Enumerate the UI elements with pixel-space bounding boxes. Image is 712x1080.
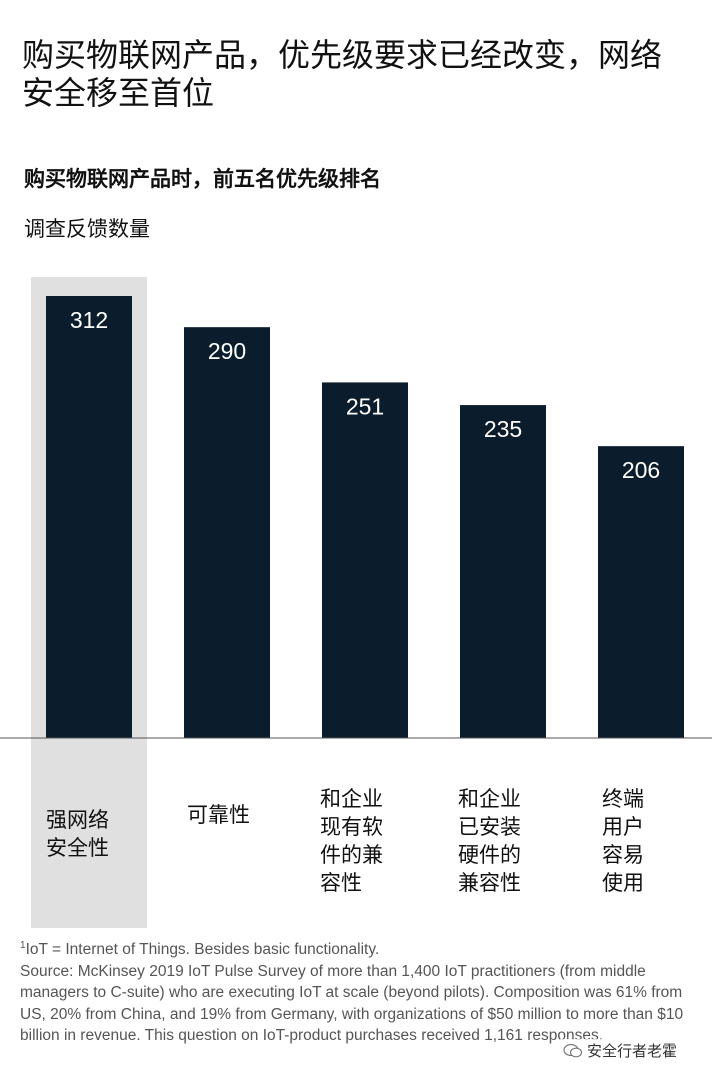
bar-value-label-1: 312 — [70, 307, 108, 333]
bar-5 — [598, 446, 684, 738]
bar-chart: 312 290 251 235 206 — [0, 277, 712, 928]
category-label-2: 可靠性 — [187, 803, 250, 827]
footnote-source: Source: McKinsey 2019 IoT Pulse Survey o… — [20, 962, 684, 1045]
category-label-4: 和企业 已安装 硬件的 兼容性 — [458, 787, 521, 895]
watermark-text: 安全行者老霍 — [587, 1042, 678, 1060]
bar-2 — [184, 327, 270, 738]
footnote-definition: IoT = Internet of Things. Besides basic … — [25, 941, 380, 959]
category-label-1: 强网络 安全性 — [46, 808, 109, 860]
bar-value-label-3: 251 — [346, 393, 384, 419]
chart-title: 购买物联网产品时，前五名优先级排名 — [24, 167, 381, 191]
category-label-5: 终端 用户 容易 使用 — [602, 787, 644, 895]
watermark: 安全行者老霍 — [560, 1039, 681, 1062]
bar-value-label-4: 235 — [484, 416, 522, 442]
bar-3 — [322, 382, 408, 738]
bar-4 — [460, 405, 546, 738]
category-label-3: 和企业 现有软 件的兼 容性 — [320, 787, 383, 895]
headline: 购买物联网产品，优先级要求已经改变，网络安全移至首位 — [22, 36, 663, 112]
footnote: 1IoT = Internet of Things. Besides basic… — [20, 935, 700, 1047]
y-axis-label: 调查反馈数量 — [24, 217, 150, 241]
bar-value-label-5: 206 — [622, 457, 660, 483]
footnote-marker: 1 — [20, 940, 26, 951]
wechat-icon — [563, 1043, 583, 1057]
bar-1 — [46, 296, 132, 738]
bar-value-label-2: 290 — [208, 338, 246, 364]
